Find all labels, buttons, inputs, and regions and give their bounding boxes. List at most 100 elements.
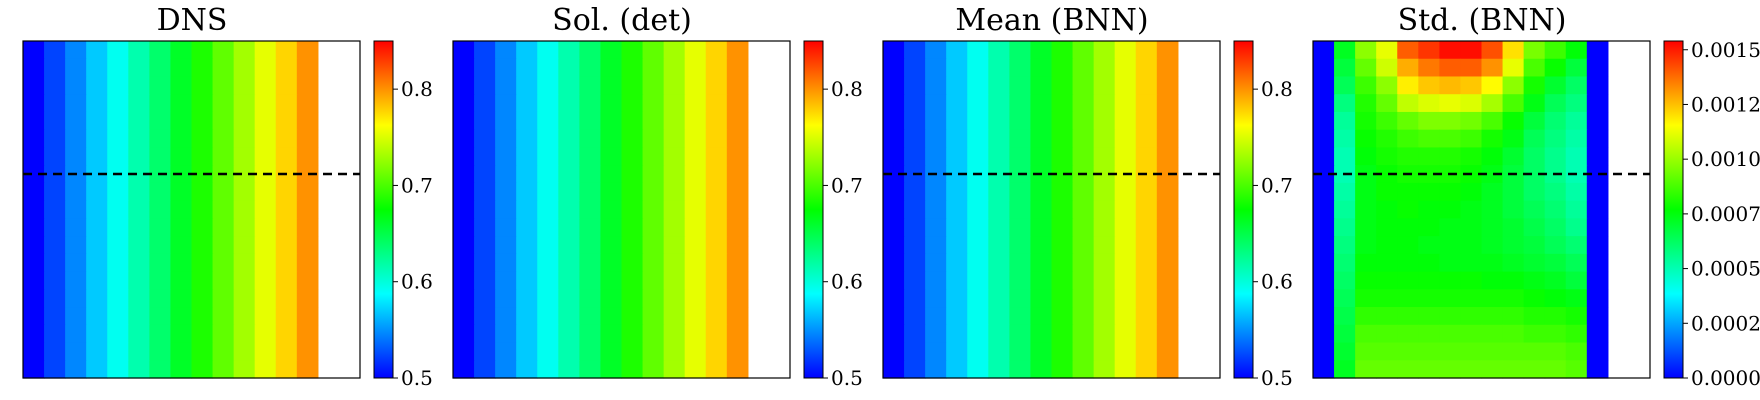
heatmap-cell bbox=[1397, 271, 1419, 290]
heatmap-cell bbox=[1439, 271, 1462, 290]
heatmap-cell bbox=[516, 236, 538, 255]
heatmap-cell bbox=[453, 253, 475, 273]
heatmap-cell bbox=[726, 342, 749, 361]
heatmap-cell bbox=[967, 253, 989, 273]
heatmap-cell bbox=[1544, 129, 1567, 149]
heatmap-cell bbox=[537, 94, 559, 113]
heatmap-cell bbox=[1114, 360, 1137, 379]
heatmap-cell bbox=[65, 147, 87, 166]
heatmap-cell bbox=[1135, 147, 1158, 166]
heatmap-cell bbox=[233, 182, 256, 202]
heatmap-cell bbox=[537, 289, 559, 308]
heatmap-cell bbox=[44, 76, 66, 95]
heatmap-cell bbox=[1376, 236, 1398, 255]
heatmap-cell bbox=[726, 165, 749, 184]
heatmap-cell bbox=[967, 94, 989, 113]
heatmap-cell bbox=[1481, 236, 1504, 255]
heatmap-cell bbox=[684, 58, 707, 78]
heatmap-cell bbox=[191, 253, 214, 273]
heatmap-cell bbox=[1481, 129, 1504, 149]
colorbar-ticks: 0.5 0.6 0.7 0.8 bbox=[1253, 77, 1293, 390]
heatmap-cell bbox=[149, 76, 172, 95]
heatmap-cell bbox=[537, 165, 559, 184]
heatmap-cell bbox=[254, 289, 277, 308]
heatmap-cell bbox=[684, 41, 707, 60]
heatmap-cell bbox=[1030, 200, 1053, 219]
colorbar-tick-label: 0.8 bbox=[831, 77, 863, 101]
heatmap-cell bbox=[904, 94, 926, 113]
heatmap-cell bbox=[537, 200, 559, 219]
colorbar-tick-label: 0.5 bbox=[1261, 366, 1293, 390]
heatmap-cell bbox=[1460, 94, 1483, 113]
heatmap-cell bbox=[275, 307, 298, 326]
heatmap-cell bbox=[23, 218, 45, 237]
heatmap-cell bbox=[1502, 200, 1525, 219]
heatmap-cell bbox=[642, 58, 665, 78]
heatmap-cell bbox=[1114, 236, 1137, 255]
heatmap-cell bbox=[1030, 111, 1053, 131]
heatmap-cell bbox=[1565, 253, 1588, 273]
heatmap-cell bbox=[1439, 360, 1462, 379]
heatmap-cell bbox=[191, 41, 214, 60]
heatmap-cell bbox=[988, 147, 1010, 166]
heatmap-cell bbox=[1072, 58, 1095, 78]
heatmap-cell bbox=[1030, 253, 1053, 273]
heatmap-cell bbox=[1397, 58, 1419, 78]
heatmap-cell bbox=[254, 360, 277, 379]
heatmap-cell bbox=[726, 200, 749, 219]
heatmap-cell bbox=[23, 307, 45, 326]
heatmap-cell bbox=[23, 94, 45, 113]
heatmap-cell bbox=[1523, 94, 1546, 113]
heatmap-cell bbox=[1009, 129, 1032, 149]
heatmap-cell bbox=[296, 236, 319, 255]
heatmap-cell bbox=[1355, 307, 1377, 326]
heatmap-cell bbox=[1355, 271, 1377, 290]
heatmap-cell bbox=[1093, 360, 1116, 379]
heatmap-cell bbox=[1544, 324, 1567, 344]
heatmap-cell bbox=[1376, 76, 1398, 95]
heatmap-cell bbox=[1523, 58, 1546, 78]
heatmap-cell bbox=[128, 236, 150, 255]
heatmap-cell bbox=[904, 342, 926, 361]
heatmap-cell bbox=[988, 200, 1010, 219]
heatmap-cell bbox=[684, 129, 707, 149]
heatmap-cell bbox=[86, 76, 108, 95]
heatmap-cell bbox=[495, 182, 517, 202]
heatmap-cell bbox=[1523, 41, 1546, 60]
heatmap-cell bbox=[296, 218, 319, 237]
heatmap-cell bbox=[642, 94, 665, 113]
heatmap-cell bbox=[1334, 289, 1356, 308]
heatmap-cell bbox=[621, 324, 644, 344]
heatmap-cell bbox=[233, 271, 256, 290]
heatmap-cell bbox=[1418, 147, 1440, 166]
heatmap-cell bbox=[453, 94, 475, 113]
heatmap-cell bbox=[925, 111, 947, 131]
heatmap-cell bbox=[537, 324, 559, 344]
heatmap-cell bbox=[107, 342, 129, 361]
heatmap-cell bbox=[1156, 360, 1179, 379]
heatmap-cell bbox=[537, 253, 559, 273]
heatmap-cell bbox=[212, 218, 235, 237]
heatmap-cell bbox=[1439, 236, 1462, 255]
heatmap-cell bbox=[86, 129, 108, 149]
heatmap-frame bbox=[22, 40, 361, 379]
heatmap-cell bbox=[1156, 94, 1179, 113]
heatmap-cell bbox=[705, 342, 728, 361]
heatmap-cell bbox=[474, 94, 496, 113]
heatmap-cell bbox=[726, 147, 749, 166]
heatmap-cell bbox=[621, 165, 644, 184]
heatmap-cell bbox=[1114, 200, 1137, 219]
heatmap-cell bbox=[212, 271, 235, 290]
heatmap-cell bbox=[663, 307, 686, 326]
heatmap-cell bbox=[275, 236, 298, 255]
heatmap-cell bbox=[1334, 342, 1356, 361]
heatmap-cell bbox=[558, 253, 580, 273]
colorbar-tick-label: 0.7 bbox=[831, 173, 863, 197]
heatmap-cell bbox=[65, 200, 87, 219]
heatmap-cell bbox=[1565, 94, 1588, 113]
heatmap-cell bbox=[1313, 41, 1335, 60]
heatmap-cell bbox=[86, 165, 108, 184]
heatmap-cell bbox=[23, 129, 45, 149]
heatmap-cell bbox=[149, 200, 172, 219]
